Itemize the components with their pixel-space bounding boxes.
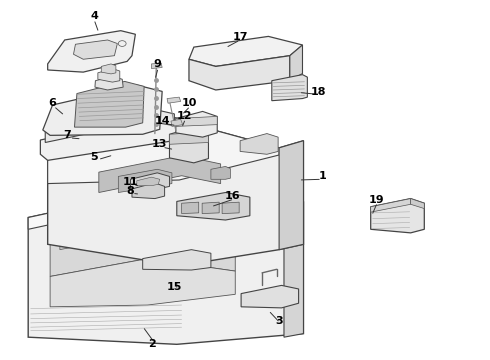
- Polygon shape: [130, 173, 170, 189]
- Polygon shape: [202, 202, 219, 213]
- Text: 2: 2: [148, 339, 156, 349]
- Polygon shape: [48, 31, 135, 72]
- Text: 17: 17: [232, 32, 248, 42]
- Polygon shape: [74, 40, 117, 59]
- Polygon shape: [241, 285, 298, 308]
- Polygon shape: [28, 185, 303, 344]
- Polygon shape: [182, 202, 199, 213]
- Polygon shape: [43, 85, 162, 135]
- Polygon shape: [48, 125, 279, 184]
- Text: 9: 9: [153, 59, 161, 69]
- Polygon shape: [132, 183, 165, 199]
- Text: 13: 13: [152, 139, 168, 149]
- Polygon shape: [74, 81, 144, 127]
- Text: 4: 4: [90, 11, 98, 21]
- Text: 5: 5: [90, 152, 98, 162]
- Polygon shape: [222, 202, 239, 213]
- Polygon shape: [371, 199, 411, 212]
- Polygon shape: [371, 199, 424, 233]
- Text: 12: 12: [176, 111, 192, 121]
- Polygon shape: [240, 134, 278, 154]
- Text: 6: 6: [49, 98, 56, 108]
- Polygon shape: [28, 185, 284, 229]
- Polygon shape: [189, 36, 302, 66]
- Polygon shape: [167, 97, 181, 103]
- Polygon shape: [48, 125, 303, 266]
- Polygon shape: [45, 108, 174, 143]
- Text: 8: 8: [126, 186, 134, 196]
- Polygon shape: [101, 64, 116, 74]
- Polygon shape: [411, 199, 424, 208]
- Polygon shape: [98, 68, 120, 82]
- Polygon shape: [171, 119, 183, 126]
- Polygon shape: [123, 208, 206, 235]
- Polygon shape: [50, 258, 235, 307]
- Polygon shape: [177, 193, 250, 220]
- Polygon shape: [95, 76, 123, 90]
- Polygon shape: [176, 116, 217, 126]
- Polygon shape: [137, 177, 160, 186]
- Polygon shape: [50, 207, 235, 276]
- Polygon shape: [189, 56, 290, 90]
- Text: 3: 3: [275, 316, 283, 326]
- Polygon shape: [151, 63, 162, 68]
- Polygon shape: [40, 115, 196, 160]
- Polygon shape: [290, 45, 302, 81]
- Text: 16: 16: [225, 191, 241, 201]
- Polygon shape: [284, 202, 303, 337]
- Polygon shape: [143, 249, 211, 270]
- Polygon shape: [99, 156, 220, 193]
- Text: 11: 11: [123, 177, 138, 187]
- Text: 1: 1: [319, 171, 327, 181]
- Text: 18: 18: [310, 87, 326, 98]
- Polygon shape: [170, 132, 208, 144]
- Polygon shape: [211, 166, 230, 179]
- Polygon shape: [272, 75, 307, 101]
- Polygon shape: [70, 116, 130, 134]
- Polygon shape: [118, 169, 172, 193]
- Polygon shape: [176, 111, 217, 137]
- Polygon shape: [279, 141, 303, 249]
- Text: 15: 15: [167, 282, 182, 292]
- Polygon shape: [60, 219, 123, 249]
- Polygon shape: [170, 127, 208, 163]
- Text: 7: 7: [63, 130, 71, 140]
- Text: 10: 10: [181, 98, 196, 108]
- Text: 14: 14: [154, 116, 170, 126]
- Text: 19: 19: [369, 195, 384, 204]
